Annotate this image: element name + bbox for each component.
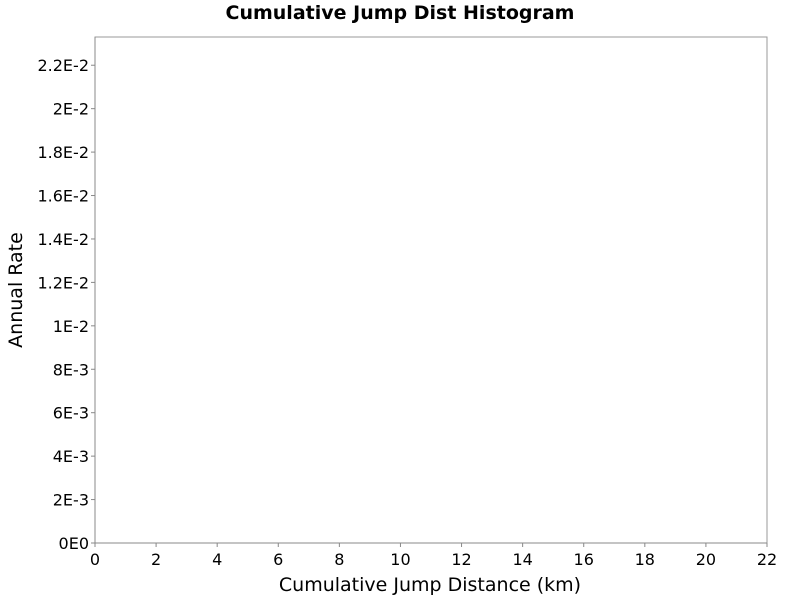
x-tick-label: 2 bbox=[151, 550, 161, 569]
y-tick-label: 8E-3 bbox=[53, 360, 89, 379]
x-tick-label: 6 bbox=[273, 550, 283, 569]
x-tick-label: 22 bbox=[757, 550, 777, 569]
axes bbox=[91, 36, 768, 547]
y-tick-label: 6E-3 bbox=[53, 404, 89, 423]
y-axis-label: Annual Rate bbox=[5, 232, 27, 348]
x-tick-label: 8 bbox=[334, 550, 344, 569]
y-tick-label: 1.6E-2 bbox=[37, 187, 89, 206]
tick-labels: 0 2 4 6 8 10 12 14 16 18 20 22 0E0 2E-3 4E-3 6E-3 8E-3 1E… bbox=[37, 56, 777, 569]
x-axis-label: Cumulative Jump Distance (km) bbox=[279, 574, 581, 596]
x-tick-label: 4 bbox=[212, 550, 222, 569]
x-tick-label: 16 bbox=[574, 550, 594, 569]
x-tick-label: 10 bbox=[390, 550, 410, 569]
x-tick-label: 14 bbox=[512, 550, 532, 569]
chart-title: Cumulative Jump Dist Histogram bbox=[225, 2, 575, 24]
x-tick-label: 18 bbox=[635, 550, 655, 569]
y-tick-label: 1.8E-2 bbox=[37, 143, 89, 162]
y-tick-label: 0E0 bbox=[59, 534, 89, 553]
y-tick-label: 1.2E-2 bbox=[37, 273, 89, 292]
y-tick-label: 2E-2 bbox=[53, 100, 89, 119]
y-tick-label: 2E-3 bbox=[53, 491, 89, 510]
x-tick-label: 20 bbox=[696, 550, 716, 569]
x-tick-label: 0 bbox=[90, 550, 100, 569]
y-tick-label: 2.2E-2 bbox=[37, 56, 89, 75]
y-tick-label: 4E-3 bbox=[53, 447, 89, 466]
y-tick-label: 1.4E-2 bbox=[37, 230, 89, 249]
x-tick-label: 12 bbox=[451, 550, 471, 569]
y-tick-label: 1E-2 bbox=[53, 317, 89, 336]
plot-area bbox=[94, 36, 768, 544]
